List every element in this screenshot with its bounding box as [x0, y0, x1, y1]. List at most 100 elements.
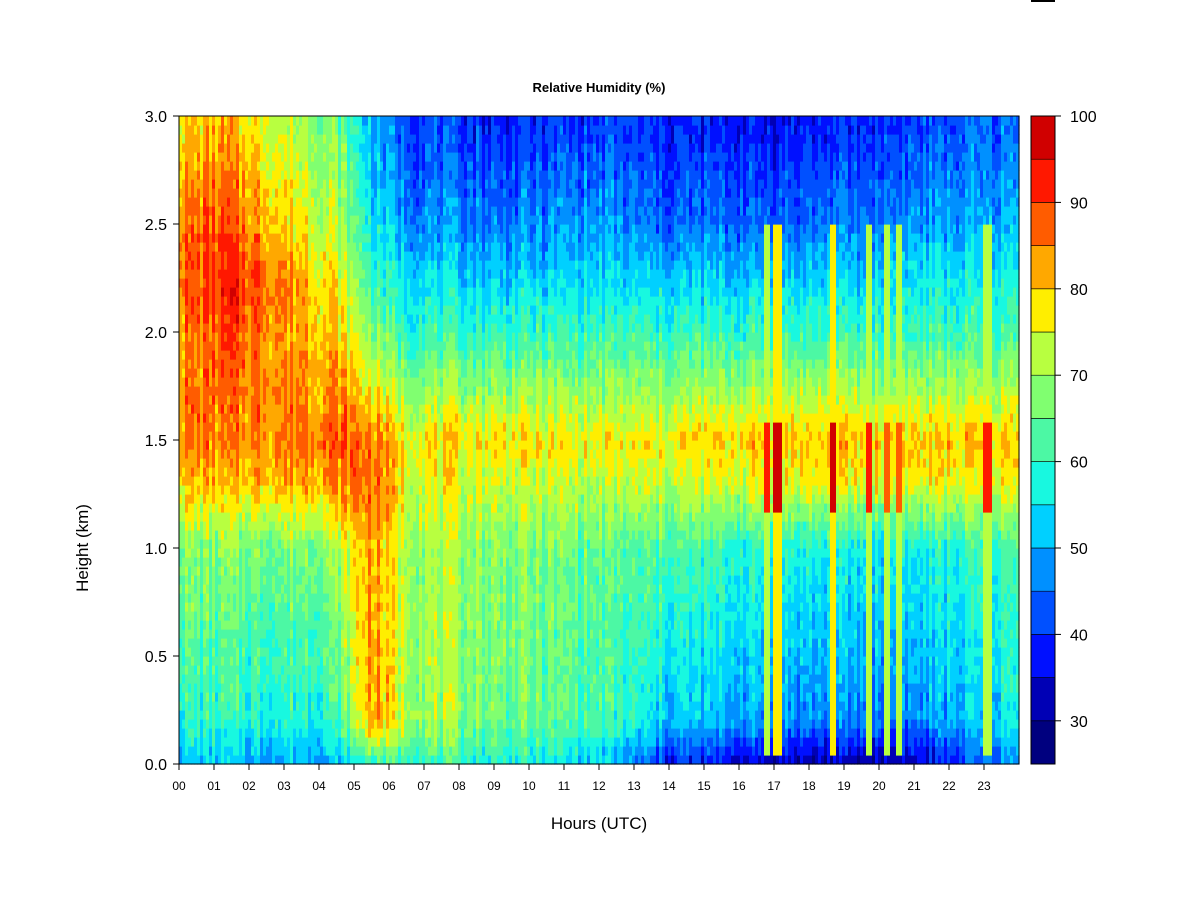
heatmap-cell [191, 377, 195, 387]
heatmap-cell [179, 467, 183, 477]
heatmap-cell [212, 296, 216, 306]
heatmap-cell [194, 692, 198, 702]
heatmap-cell [215, 584, 219, 594]
heatmap-cell [188, 755, 192, 765]
heatmap-cell [248, 413, 252, 423]
heatmap-cell [230, 548, 234, 558]
heatmap-cell [233, 467, 237, 477]
heatmap-cell [248, 683, 252, 693]
heatmap-cell [206, 737, 210, 747]
heatmap-cell [236, 458, 240, 468]
heatmap-cell [227, 287, 231, 297]
heatmap-cell [230, 269, 234, 279]
heatmap-cell [224, 251, 228, 261]
heatmap-cell [239, 674, 243, 684]
heatmap-cell [206, 242, 210, 252]
heatmap-cell [185, 602, 189, 612]
heatmap-cell [188, 512, 192, 522]
heatmap-cell [203, 467, 207, 477]
heatmap-cell [224, 413, 228, 423]
heatmap-cell [239, 287, 243, 297]
heatmap-cell [242, 647, 246, 657]
heatmap-cell [212, 728, 216, 738]
heatmap-cell [233, 656, 237, 666]
heatmap-cell [206, 566, 210, 576]
heatmap-cell [203, 242, 207, 252]
heatmap-cell [218, 674, 222, 684]
heatmap-cell [185, 260, 189, 270]
heatmap-cell [182, 287, 186, 297]
heatmap-cell [179, 116, 183, 126]
heatmap-cell [224, 233, 228, 243]
heatmap-cell [227, 350, 231, 360]
heatmap-cell [191, 485, 195, 495]
heatmap-cell [194, 242, 198, 252]
heatmap-cell [215, 647, 219, 657]
heatmap-cell [221, 584, 225, 594]
heatmap-cell [182, 449, 186, 459]
heatmap-cell [185, 692, 189, 702]
heatmap-cell [206, 269, 210, 279]
heatmap-cell [218, 602, 222, 612]
heatmap-cell [209, 530, 213, 540]
heatmap-cell [248, 170, 252, 180]
heatmap-cell [194, 557, 198, 567]
heatmap-cell [218, 278, 222, 288]
heatmap-cell [233, 539, 237, 549]
heatmap-cell [197, 170, 201, 180]
heatmap-cell [224, 476, 228, 486]
heatmap-cell [197, 350, 201, 360]
heatmap-cell [203, 197, 207, 207]
heatmap-cell [227, 143, 231, 153]
heatmap-cell [182, 575, 186, 585]
heatmap-cell [197, 611, 201, 621]
heatmap-cell [221, 224, 225, 234]
heatmap-cell [182, 386, 186, 396]
heatmap-cell [206, 602, 210, 612]
heatmap-cell [224, 287, 228, 297]
heatmap-cell [215, 629, 219, 639]
heatmap-cell [233, 404, 237, 414]
heatmap-cell [203, 287, 207, 297]
heatmap-cell [197, 422, 201, 432]
heatmap-cell [248, 755, 252, 765]
heatmap-cell [200, 710, 204, 720]
heatmap-cell [191, 449, 195, 459]
heatmap-cell [230, 557, 234, 567]
heatmap-cell [191, 251, 195, 261]
heatmap-cell [227, 692, 231, 702]
heatmap-cell [191, 629, 195, 639]
heatmap-cell [218, 719, 222, 729]
heatmap-cell [239, 188, 243, 198]
heatmap-cell [230, 746, 234, 756]
heatmap-cell [182, 611, 186, 621]
heatmap-cell [188, 665, 192, 675]
heatmap-cell [245, 197, 249, 207]
heatmap-cell [218, 692, 222, 702]
heatmap-cell [182, 251, 186, 261]
heatmap-cell [194, 494, 198, 504]
heatmap-cell [209, 152, 213, 162]
heatmap-cell [239, 683, 243, 693]
heatmap-cell [194, 224, 198, 234]
heatmap-cell [224, 224, 228, 234]
heatmap-cell [203, 215, 207, 225]
heatmap-cell [185, 386, 189, 396]
heatmap-cell [209, 116, 213, 126]
heatmap-cell [182, 359, 186, 369]
heatmap-cell [239, 296, 243, 306]
heatmap-cell [197, 566, 201, 576]
heatmap-cell [209, 620, 213, 630]
heatmap-cell [239, 737, 243, 747]
heatmap-cell [227, 134, 231, 144]
heatmap-cell [233, 629, 237, 639]
heatmap-cell [248, 368, 252, 378]
heatmap-cell [248, 251, 252, 261]
heatmap-cell [191, 683, 195, 693]
heatmap-cell [209, 125, 213, 135]
heatmap-cell [209, 242, 213, 252]
heatmap-cell [221, 206, 225, 216]
heatmap-cell [215, 125, 219, 135]
heatmap-cell [188, 638, 192, 648]
heatmap-cell [233, 179, 237, 189]
